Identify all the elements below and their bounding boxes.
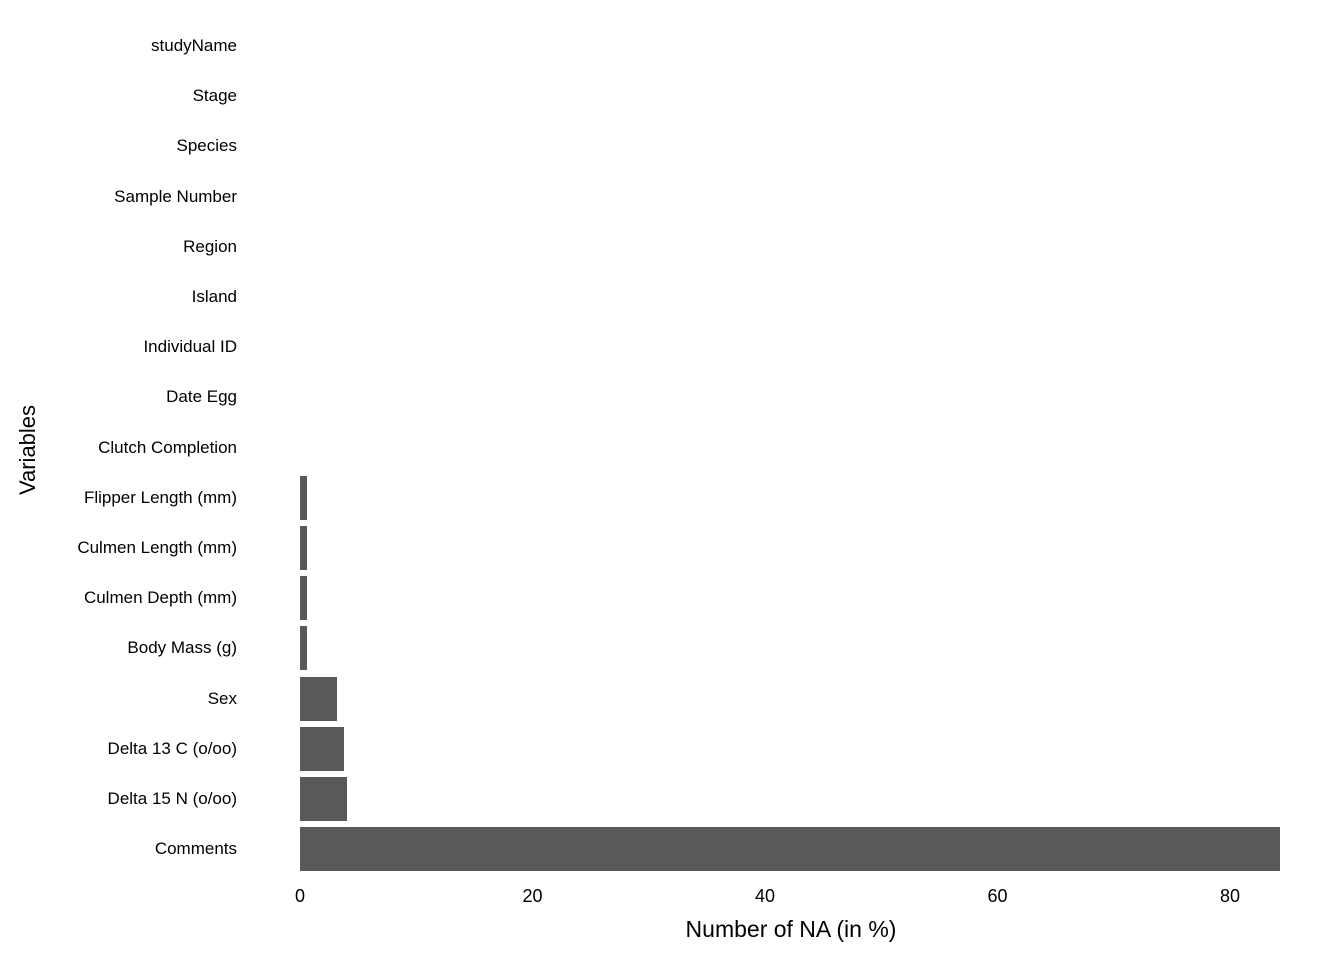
plot-area: studyName Stage Species Sample Number Region… bbox=[0, 21, 1344, 874]
bar-delta-15-n-o-oo bbox=[300, 776, 348, 821]
category-label: Sex bbox=[207, 688, 237, 708]
category-label: Delta 15 N (o/oo) bbox=[107, 788, 237, 808]
category-label: Delta 13 C (o/oo) bbox=[107, 738, 237, 758]
chart-row: Stage bbox=[0, 71, 1344, 121]
category-label: Body Mass (g) bbox=[127, 638, 237, 658]
bar-culmen-depth-mm bbox=[300, 576, 307, 621]
x-tick-label: 20 bbox=[522, 886, 543, 906]
chart-row: Individual ID bbox=[0, 322, 1344, 372]
chart-row: Delta 15 N (o/oo) bbox=[0, 774, 1344, 824]
bar-culmen-length-mm bbox=[300, 525, 307, 570]
chart-row: Sample Number bbox=[0, 172, 1344, 222]
chart-row: Sex bbox=[0, 674, 1344, 724]
chart-row: Comments bbox=[0, 824, 1344, 874]
x-tick-label: 0 bbox=[294, 886, 306, 906]
category-label: Island bbox=[191, 286, 237, 306]
category-label: Sample Number bbox=[114, 186, 237, 206]
category-label: Flipper Length (mm) bbox=[83, 487, 237, 507]
x-tick-label: 80 bbox=[1219, 886, 1241, 906]
category-label: Individual ID bbox=[143, 337, 237, 357]
category-label: Species bbox=[176, 136, 237, 156]
chart-row: Clutch Completion bbox=[0, 423, 1344, 473]
category-label: studyName bbox=[151, 35, 237, 55]
bar-flipper-length-mm bbox=[300, 475, 307, 520]
x-axis-title: Number of NA (in %) bbox=[685, 916, 897, 942]
chart-row: studyName bbox=[0, 21, 1344, 71]
chart-row: Culmen Length (mm) bbox=[0, 523, 1344, 573]
chart-row: Body Mass (g) bbox=[0, 623, 1344, 673]
category-label: Culmen Length (mm) bbox=[77, 537, 237, 557]
category-label: Region bbox=[183, 236, 237, 256]
category-label: Stage bbox=[192, 86, 237, 106]
bar-body-mass-g bbox=[300, 626, 307, 671]
x-axis: 0 20 40 60 80 bbox=[0, 886, 1344, 910]
bar-sex bbox=[300, 676, 338, 721]
category-label: Date Egg bbox=[166, 387, 237, 407]
category-label: Culmen Depth (mm) bbox=[83, 588, 237, 608]
x-tick-label: 60 bbox=[987, 886, 1008, 906]
chart-row: Species bbox=[0, 121, 1344, 171]
bar-delta-13-c-o-oo bbox=[300, 726, 344, 771]
chart-row: Flipper Length (mm) bbox=[0, 473, 1344, 523]
chart-row: Delta 13 C (o/oo) bbox=[0, 724, 1344, 774]
category-label: Comments bbox=[154, 839, 237, 859]
x-tick-label: 40 bbox=[754, 886, 776, 906]
chart-row: Date Egg bbox=[0, 372, 1344, 422]
bar-comments bbox=[300, 827, 1280, 872]
chart-row: Island bbox=[0, 272, 1344, 322]
chart-row: Region bbox=[0, 222, 1344, 272]
chart-row: Culmen Depth (mm) bbox=[0, 573, 1344, 623]
category-label: Clutch Completion bbox=[98, 437, 237, 457]
